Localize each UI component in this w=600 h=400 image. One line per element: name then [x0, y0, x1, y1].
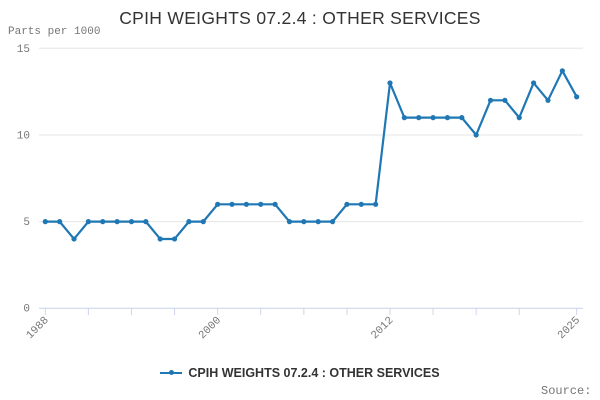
- svg-text:10: 10: [17, 131, 30, 143]
- svg-text:15: 15: [17, 44, 30, 56]
- svg-text:1988: 1988: [24, 315, 51, 342]
- svg-text:5: 5: [23, 217, 30, 229]
- svg-text:2025: 2025: [556, 315, 583, 342]
- svg-text:2000: 2000: [197, 315, 224, 342]
- svg-text:2012: 2012: [369, 315, 396, 342]
- svg-text:0: 0: [23, 304, 30, 316]
